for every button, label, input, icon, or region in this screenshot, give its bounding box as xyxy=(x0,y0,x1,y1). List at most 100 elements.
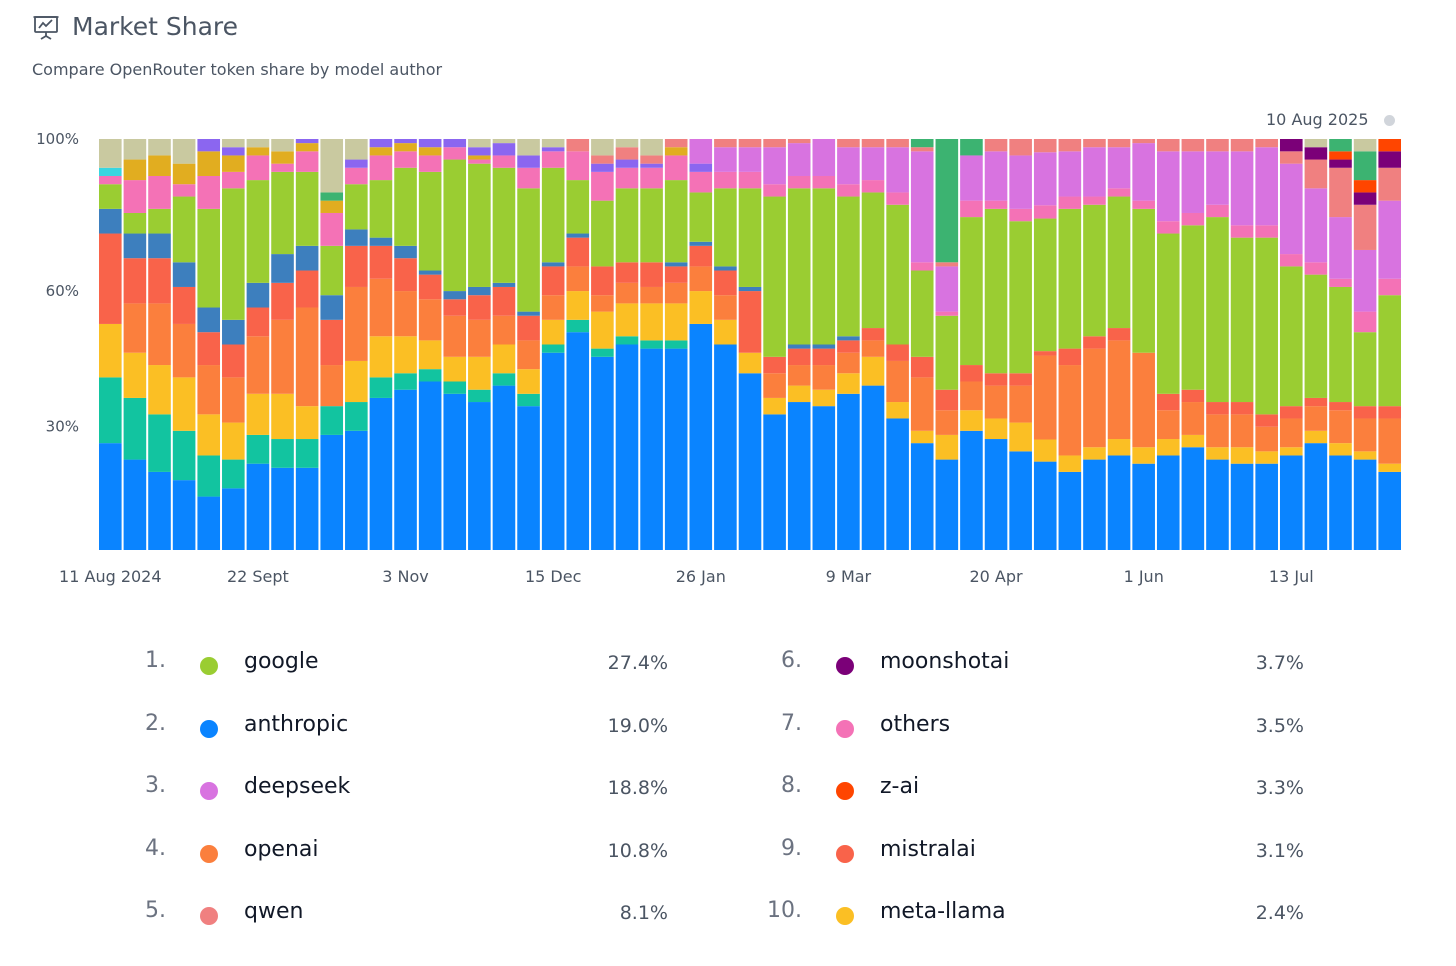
bar-column[interactable] xyxy=(861,139,885,550)
bar-column[interactable] xyxy=(123,139,147,550)
bar-column[interactable] xyxy=(1378,139,1401,550)
bar-segment-others xyxy=(148,175,171,209)
bar-column[interactable] xyxy=(1132,139,1155,550)
legend-item-qwen[interactable]: qwen xyxy=(244,899,304,924)
legend-item-z-ai[interactable]: z-ai xyxy=(880,774,920,799)
bar-column[interactable] xyxy=(369,139,393,550)
bar-segment-openai xyxy=(222,377,245,423)
bar-column[interactable] xyxy=(246,139,270,550)
bar-segment-openai xyxy=(861,340,885,357)
bar-segment-gold xyxy=(123,159,147,181)
bar-segment-deepseek xyxy=(1279,163,1303,255)
bar-segment-openai xyxy=(541,295,565,320)
bar-segment-mistralai xyxy=(1378,406,1401,419)
bar-segment-anthropic xyxy=(763,414,786,550)
legend-item-mistralai[interactable]: mistralai xyxy=(880,836,976,862)
bar-segment-meta-llama xyxy=(99,323,122,378)
bar-column[interactable] xyxy=(295,139,319,550)
bar-column[interactable] xyxy=(1009,139,1032,550)
bar-column[interactable] xyxy=(1279,139,1303,550)
bar-column[interactable] xyxy=(640,139,663,550)
bar-segment-google xyxy=(738,188,762,287)
legend-item-google[interactable]: google xyxy=(244,649,319,674)
bar-column[interactable] xyxy=(738,139,762,550)
bar-segment-meta-llama xyxy=(1378,463,1401,472)
legend-item-deepseek[interactable]: deepseek xyxy=(244,774,351,799)
bar-column[interactable] xyxy=(394,139,417,550)
bar-column[interactable] xyxy=(763,139,786,550)
bar-column[interactable] xyxy=(1107,139,1131,550)
bar-column[interactable] xyxy=(148,139,171,550)
bar-column[interactable] xyxy=(222,139,245,550)
bar-column[interactable] xyxy=(443,139,467,550)
bar-segment-anthropic xyxy=(1083,459,1106,550)
bar-segment-mistralai xyxy=(640,262,663,287)
bar-column[interactable] xyxy=(935,139,959,550)
bar-column[interactable] xyxy=(99,139,122,550)
bar-segment-meta-llama xyxy=(960,410,983,431)
bar-column[interactable] xyxy=(1304,139,1328,550)
bar-segment-steelblue xyxy=(812,344,836,349)
bar-segment-others xyxy=(1083,196,1106,205)
bar-column[interactable] xyxy=(812,139,836,550)
bar-column[interactable] xyxy=(689,139,713,550)
bar-column[interactable] xyxy=(1033,139,1057,550)
bar-column[interactable] xyxy=(1058,139,1082,550)
x-tick-label: 9 Mar xyxy=(826,567,872,586)
bar-column[interactable] xyxy=(197,139,221,550)
bar-column[interactable] xyxy=(984,139,1008,550)
bar-segment-teal xyxy=(197,455,221,497)
bar-column[interactable] xyxy=(418,139,442,550)
bar-column[interactable] xyxy=(517,139,540,550)
bar-segment-z-ai xyxy=(1378,139,1401,152)
bar-segment-mistralai xyxy=(148,258,171,304)
bar-segment-anthropic xyxy=(443,393,467,550)
bar-column[interactable] xyxy=(1083,139,1106,550)
bar-segment-qwen xyxy=(738,139,762,148)
bar-segment-openai xyxy=(714,295,737,320)
bar-column[interactable] xyxy=(615,139,639,550)
legend-item-others[interactable]: others xyxy=(880,711,951,737)
bar-column[interactable] xyxy=(664,139,688,550)
bar-segment-deepseek xyxy=(1156,151,1180,222)
bar-segment-openai xyxy=(812,365,836,390)
bar-column[interactable] xyxy=(320,139,344,550)
bar-column[interactable] xyxy=(345,139,368,550)
bar-column[interactable] xyxy=(541,139,565,550)
bar-column[interactable] xyxy=(960,139,983,550)
bar-column[interactable] xyxy=(172,139,196,550)
bar-column[interactable] xyxy=(1181,139,1205,550)
bar-segment-teal xyxy=(517,393,540,407)
bar-segment-mistralai xyxy=(910,356,934,378)
legend-item-moonshotai[interactable]: moonshotai xyxy=(880,649,1010,674)
bar-segment-google xyxy=(1058,208,1082,349)
bar-column[interactable] xyxy=(271,139,294,550)
bar-segment-mistralai xyxy=(1009,373,1032,386)
bar-segment-others xyxy=(271,163,294,172)
bar-column[interactable] xyxy=(1353,139,1377,550)
bar-column[interactable] xyxy=(886,139,909,550)
legend-item-openai[interactable]: openai xyxy=(244,836,319,862)
bar-column[interactable] xyxy=(1329,139,1352,550)
bar-column[interactable] xyxy=(566,139,590,550)
market-share-chart[interactable]: 100% 60% 30% 11 Aug 2024 22 Sept 3 Nov 15 Dec 2… xyxy=(0,0,1456,610)
bar-column[interactable] xyxy=(1156,139,1180,550)
bar-column[interactable] xyxy=(714,139,737,550)
bar-column[interactable] xyxy=(468,139,491,550)
bar-column[interactable] xyxy=(910,139,934,550)
bar-column[interactable] xyxy=(492,139,516,550)
legend-item-meta-llama[interactable]: meta-llama xyxy=(880,899,1006,924)
bar-column[interactable] xyxy=(1206,139,1229,550)
bar-segment-others xyxy=(123,180,147,213)
bar-column[interactable] xyxy=(787,139,811,550)
bar-segment-openai xyxy=(615,282,639,304)
bar-segment-openai xyxy=(640,286,663,304)
bar-segment-teal xyxy=(492,373,516,386)
bar-segment-openai xyxy=(910,377,934,431)
bar-column[interactable] xyxy=(591,139,614,550)
bar-column[interactable] xyxy=(1230,139,1254,550)
legend-item-anthropic[interactable]: anthropic xyxy=(244,711,349,737)
bar-column[interactable] xyxy=(1255,139,1278,550)
bar-segment-meta-llama xyxy=(541,319,565,345)
bar-column[interactable] xyxy=(837,139,860,550)
